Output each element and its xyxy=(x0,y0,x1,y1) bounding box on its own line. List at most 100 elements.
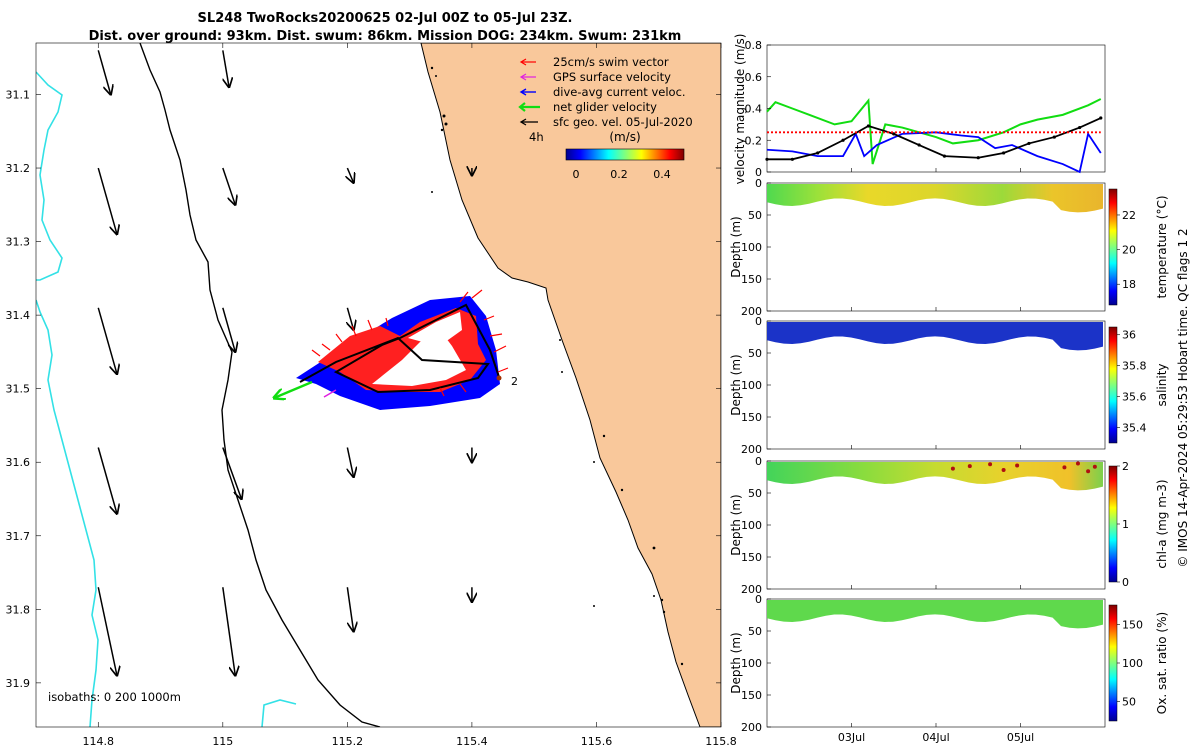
map-longitude-ticks: 114.8 115 115.2 115.4 115.6 115.8 xyxy=(83,43,737,748)
chl-high-point xyxy=(950,466,955,471)
isobath-200m xyxy=(139,43,381,727)
colorbar-tick-label: 35.4 xyxy=(1122,422,1147,435)
geo-velocity-arrow xyxy=(97,587,117,675)
section-y-tick-label: 100 xyxy=(741,657,762,670)
geo-velocity-arrow xyxy=(97,447,117,514)
section-axes xyxy=(766,598,1106,728)
section-colorbar xyxy=(1108,326,1118,444)
chl-high-point xyxy=(967,464,972,469)
colorbar-tick-label: 1 xyxy=(1122,518,1129,531)
colorbar-tick-label: 18 xyxy=(1122,278,1136,291)
colorbar-unit: (m/s) xyxy=(609,130,640,144)
arrow-left-icon xyxy=(519,88,527,96)
section-y-tick-label: 0 xyxy=(755,593,762,606)
section-salinity: 0 50 100 150 200 Depth (m) 35.4 35.6 35.8 36 salin… xyxy=(729,315,1169,456)
land-area xyxy=(420,43,721,727)
velocity-y-tick-label: 0.2 xyxy=(745,134,763,147)
map-y-tick-label: 31.8 xyxy=(6,603,31,616)
gps-velocity-arrow xyxy=(323,389,337,398)
map-frame xyxy=(35,42,722,728)
colorbar-label: temperature (°C) xyxy=(1155,196,1169,299)
section-y-tick-label: 200 xyxy=(741,583,762,596)
map-y-tick-label: 31.5 xyxy=(6,383,31,396)
section-y-tick-label: 50 xyxy=(748,625,762,638)
colorbar-label: chl-a (mg m-3) xyxy=(1155,479,1169,568)
velocity-y-ticks: 0 0.2 0.4 0.6 0.8 xyxy=(745,39,1021,179)
geo-velocity-arrow xyxy=(222,167,235,205)
section-temperature: 0 50 100 150 200 Depth (m) 18 20 22 temperature (… xyxy=(729,177,1169,318)
legend-entry-sfc-geo-vel: sfc geo. vel. 05-Jul-2020 xyxy=(519,115,693,129)
glider-track-line xyxy=(299,303,501,394)
map-x-tick-label: 115.2 xyxy=(332,735,364,748)
colorbar-tick-label: 100 xyxy=(1122,657,1143,670)
section-y-tick-label: 100 xyxy=(741,519,762,532)
geo-velocity-arrow xyxy=(222,447,242,499)
velocity-point xyxy=(1052,135,1056,139)
colorbar-tick: 0.2 xyxy=(610,168,628,181)
geo-velocity-arrow xyxy=(346,587,353,631)
colorbar-label: Ox. sat. ratio (%) xyxy=(1155,612,1169,714)
swim-vector-ticks xyxy=(311,289,509,397)
section-y-tick-label: 200 xyxy=(741,721,762,734)
velocity-point xyxy=(765,157,769,161)
map-legend: 25cm/s swim vector GPS surface velocity … xyxy=(518,55,693,181)
geo-velocity-arrow xyxy=(97,167,117,234)
legend-entry-swim-vector: 25cm/s swim vector xyxy=(519,55,669,69)
geo-velocity-arrow xyxy=(222,50,229,87)
colorbar-tick-label: 35.6 xyxy=(1122,391,1147,404)
isobath-1000m xyxy=(36,71,297,727)
section-chlorophyll: 0 50 100 150 200 Depth (m) 0 1 2 chl-a (mg m-3) xyxy=(729,455,1169,596)
section-y-tick-label: 50 xyxy=(748,347,762,360)
arrow-left-icon xyxy=(519,118,527,126)
chl-high-point xyxy=(1092,464,1097,469)
velocity-point xyxy=(866,124,871,128)
velocity-y-tick-label: 0.4 xyxy=(745,103,763,116)
colorbar-tick-label: 35.8 xyxy=(1122,360,1147,373)
section-x-tick-label: 03Jul xyxy=(838,731,865,744)
section-data-field xyxy=(767,184,1103,213)
chl-high-point xyxy=(1062,465,1067,470)
geo-velocity-arrow xyxy=(222,307,235,352)
legend-entry-dive-avg-current: dive-avg current veloc. xyxy=(519,85,686,99)
velocity-point xyxy=(1027,141,1031,146)
colorbar-tick: 0.4 xyxy=(653,168,671,181)
map-panel: 2 31.1 31.2 31.3 31.4 31.5 31.6 31.7 31.8 31.9 1… xyxy=(6,42,737,748)
legend-label: sfc geo. vel. 05-Jul-2020 xyxy=(553,115,693,129)
copyright-note: © IMOS 14-Apr-2024 05:29:53 Hobart time.… xyxy=(1176,228,1190,567)
section-axes xyxy=(766,320,1106,450)
figure-subtitle: Dist. over ground: 93km. Dist. swum: 86k… xyxy=(89,29,682,44)
section-axes xyxy=(766,460,1106,590)
map-x-tick-label: 114.8 xyxy=(83,735,115,748)
map-y-tick-label: 31.4 xyxy=(6,309,31,322)
section-data-field xyxy=(767,600,1103,629)
interval-label: 4h xyxy=(529,130,544,144)
section-y-tick-label: 100 xyxy=(741,241,762,254)
net-glider-velocity-arrow xyxy=(274,380,313,398)
map-y-tick-label: 31.1 xyxy=(6,88,31,101)
map-y-tick-label: 31.7 xyxy=(6,530,31,543)
section-y-tick-label: 150 xyxy=(741,551,762,564)
arrow-left-icon xyxy=(519,58,527,66)
section-y-tick-label: 0 xyxy=(755,177,762,190)
velocity-series xyxy=(765,97,1103,174)
colorbar-tick-label: 2 xyxy=(1122,460,1129,473)
map-x-tick-label: 115.4 xyxy=(456,735,488,748)
geo-velocity-arrow xyxy=(97,307,117,374)
speed-colorbar xyxy=(565,148,685,161)
section-data-field xyxy=(767,462,1103,491)
section-y-tick-label: 150 xyxy=(741,411,762,424)
velocity-point xyxy=(841,138,845,142)
colorbar-tick-label: 22 xyxy=(1122,209,1136,222)
velocity-y-tick-label: 0.6 xyxy=(745,71,763,84)
geo-velocity-arrow xyxy=(347,167,353,183)
geo-velocity-arrow xyxy=(347,447,353,477)
geo-velocity-arrows xyxy=(97,50,472,675)
velocity-series-line xyxy=(766,97,1102,165)
velocity-point xyxy=(1099,116,1103,120)
legend-label: 25cm/s swim vector xyxy=(553,55,669,69)
section-y-tick-label: 150 xyxy=(741,273,762,286)
section-colorbar xyxy=(1108,465,1118,583)
velocity-series-line xyxy=(767,117,1102,161)
map-y-tick-label: 31.9 xyxy=(6,677,31,690)
arrow-left-icon xyxy=(519,73,527,81)
